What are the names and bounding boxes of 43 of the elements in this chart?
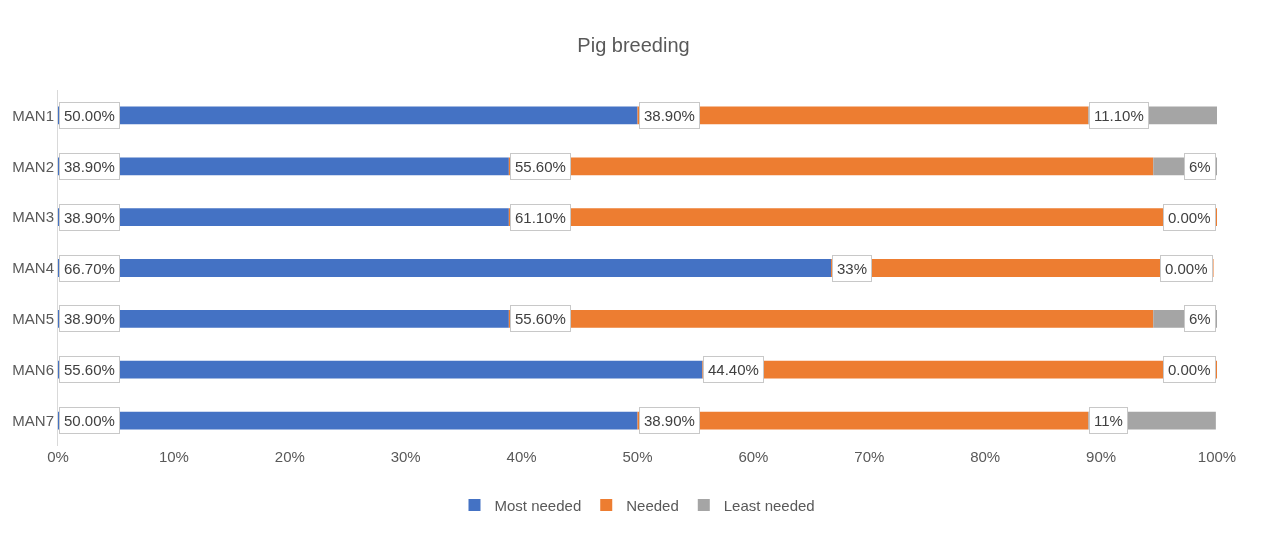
x-tick-label: 50% [622, 448, 653, 465]
x-tick-label: 70% [854, 448, 885, 465]
data-label: 6% [1189, 158, 1211, 175]
x-tick-label: 80% [970, 448, 1001, 465]
data-label: 38.90% [64, 209, 115, 226]
x-tick-label: 60% [738, 448, 769, 465]
x-tick-label: 90% [1086, 448, 1117, 465]
y-tick-label: MAN3 [12, 208, 54, 226]
x-tick-label: 100% [1197, 448, 1237, 465]
data-label: 55.60% [515, 310, 566, 327]
data-label: 55.60% [64, 361, 115, 378]
data-label: 0.00% [1168, 361, 1211, 378]
x-tick-label: 0% [47, 448, 69, 465]
data-label: 66.70% [64, 260, 115, 277]
data-label: 38.90% [644, 107, 695, 124]
data-label: 38.90% [644, 412, 695, 429]
data-label: 44.40% [708, 361, 759, 378]
x-tick-label: 40% [506, 448, 537, 465]
x-tick-label: 20% [274, 448, 305, 465]
data-label: 38.90% [64, 158, 115, 175]
y-tick-label: MAN5 [12, 310, 54, 328]
data-label: 50.00% [64, 412, 115, 429]
data-label: 11.10% [1094, 107, 1144, 124]
legend-label: Least needed [723, 496, 815, 514]
data-label: 50.00% [64, 107, 115, 124]
data-label: 55.60% [515, 158, 566, 175]
y-tick-label: MAN2 [12, 157, 54, 175]
data-label: 0.00% [1165, 260, 1208, 277]
y-tick-label: MAN6 [12, 360, 54, 378]
legend-label: Most needed [494, 496, 582, 514]
y-tick-label: MAN7 [12, 411, 54, 429]
x-tick-label: 30% [390, 448, 421, 465]
y-tick-label: MAN1 [12, 106, 54, 124]
chart-title: Pig breeding [577, 33, 690, 56]
data-label: 33% [837, 260, 868, 277]
data-label: 6% [1189, 310, 1211, 327]
y-tick-label: MAN4 [12, 259, 54, 277]
data-label: 38.90% [64, 310, 115, 327]
data-label: 11% [1094, 412, 1123, 429]
legend-label: Needed [626, 496, 679, 514]
data-label: 0.00% [1168, 209, 1211, 226]
data-label: 61.10% [515, 209, 566, 226]
x-tick-label: 10% [158, 448, 189, 465]
